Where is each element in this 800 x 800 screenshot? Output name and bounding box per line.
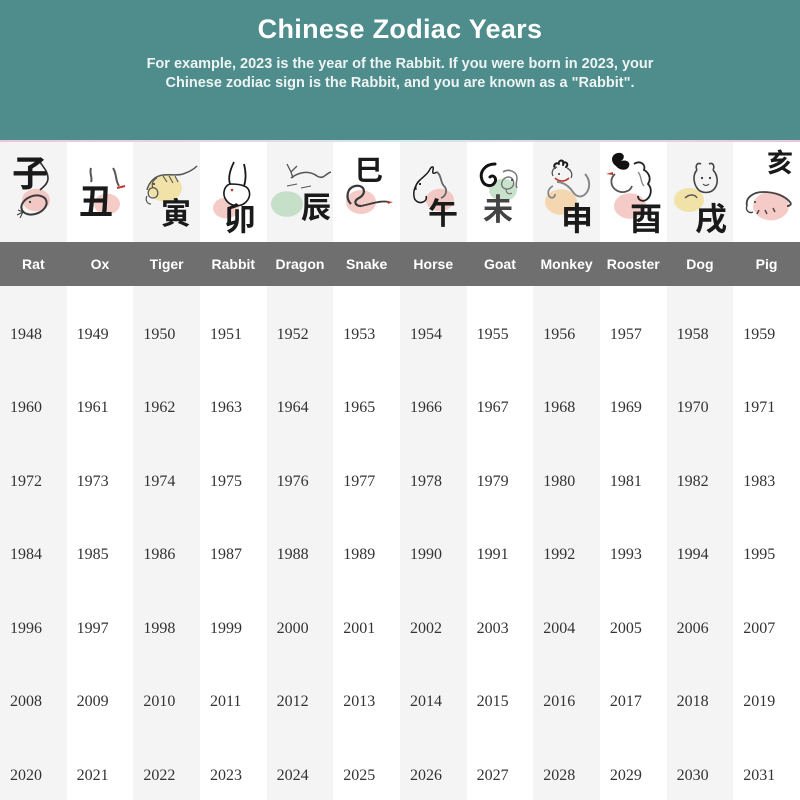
svg-text:戌: 戌: [695, 194, 727, 240]
svg-text:午: 午: [428, 189, 458, 233]
svg-text:丑: 丑: [79, 175, 113, 224]
svg-text:辰: 辰: [301, 183, 331, 227]
svg-text:寅: 寅: [161, 189, 191, 233]
svg-text:子: 子: [12, 145, 48, 197]
svg-text:酉: 酉: [630, 194, 662, 240]
svg-text:未: 未: [483, 185, 513, 229]
svg-text:申: 申: [561, 194, 593, 240]
svg-text:卯: 卯: [224, 194, 256, 240]
svg-text:巳: 巳: [355, 149, 383, 189]
svg-text:亥: 亥: [767, 143, 793, 180]
